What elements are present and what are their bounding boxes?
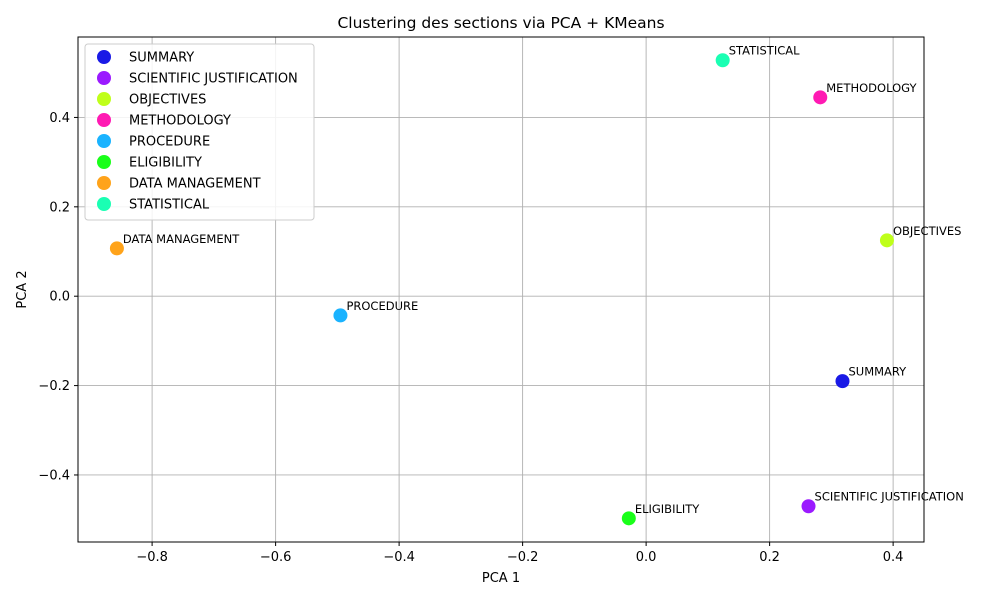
- x-tick-label: −0.2: [507, 550, 539, 565]
- data-point: [835, 374, 850, 389]
- legend-marker: [97, 92, 111, 106]
- legend-marker: [97, 71, 111, 85]
- legend-entry: OBJECTIVES: [129, 93, 206, 108]
- point-label: PROCEDURE: [346, 299, 418, 313]
- point-label: STATISTICAL: [729, 44, 800, 58]
- legend-marker: [97, 50, 111, 64]
- point-label: DATA MANAGEMENT: [123, 232, 240, 246]
- x-tick-label: −0.6: [260, 550, 292, 565]
- point-labels-layer: SUMMARY SCIENTIFIC JUSTIFICATION OBJECTIVE…: [123, 44, 964, 516]
- legend-entry: SCIENTIFIC JUSTIFICATION: [129, 72, 298, 87]
- legend-entry: ELIGIBILITY: [129, 156, 202, 171]
- data-point: [813, 90, 828, 105]
- x-axis-label: PCA 1: [482, 571, 520, 586]
- legend-entry: STATISTICAL: [129, 198, 210, 213]
- y-tick-label: −0.2: [38, 379, 70, 394]
- point-label: ELIGIBILITY: [635, 502, 700, 516]
- points-layer: [109, 53, 894, 526]
- point-label: SCIENTIFIC JUSTIFICATION: [815, 490, 964, 504]
- y-tick-label: 0.2: [49, 200, 70, 215]
- x-tick-label: 0.0: [636, 550, 657, 565]
- legend-entry: METHODOLOGY: [129, 114, 231, 129]
- x-tick-label: 0.2: [759, 550, 780, 565]
- data-point: [715, 53, 730, 68]
- legend-marker: [97, 134, 111, 148]
- point-label: OBJECTIVES: [893, 224, 961, 238]
- y-axis-label: PCA 2: [15, 270, 30, 308]
- legend-entry: SUMMARY: [129, 51, 194, 66]
- x-tick-label: 0.4: [883, 550, 904, 565]
- y-tick-label: 0.0: [49, 290, 70, 305]
- x-tick-label: −0.8: [136, 550, 168, 565]
- legend-entry: DATA MANAGEMENT: [129, 177, 261, 192]
- plot-frame: [77, 36, 925, 543]
- point-label: SUMMARY: [848, 365, 907, 379]
- legend: SUMMARY SCIENTIFIC JUSTIFICATION OBJECTIVE…: [84, 43, 315, 221]
- x-tick-label: −0.4: [383, 550, 415, 565]
- data-point: [109, 241, 124, 256]
- legend-marker: [97, 155, 111, 169]
- ticks-layer: −0.8 −0.6 −0.4 −0.2 0.0 0.2 0.4 −0.4 −0.2 0.0 0.2 0…: [38, 111, 903, 565]
- data-point: [621, 511, 636, 526]
- legend-marker: [97, 113, 111, 127]
- legend-box: [84, 43, 315, 221]
- data-point: [879, 233, 894, 248]
- legend-marker: [97, 197, 111, 211]
- chart-title: Clustering des sections via PCA + KMeans: [337, 14, 664, 32]
- data-point: [333, 308, 348, 323]
- point-label: METHODOLOGY: [826, 81, 917, 95]
- y-tick-label: 0.4: [49, 111, 70, 126]
- data-point: [801, 499, 816, 514]
- y-tick-label: −0.4: [38, 468, 70, 483]
- legend-marker: [97, 176, 111, 190]
- legend-entry: PROCEDURE: [129, 135, 210, 150]
